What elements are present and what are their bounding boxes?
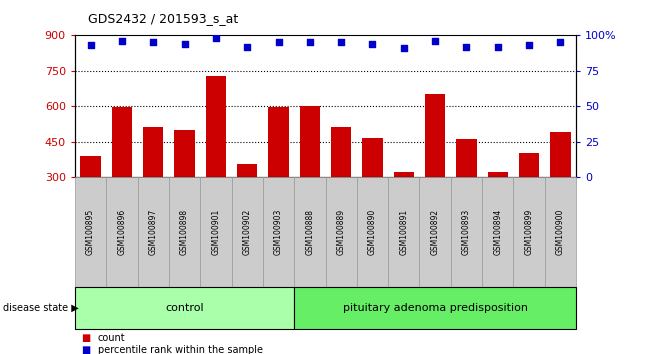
Text: GSM100894: GSM100894 [493, 209, 503, 255]
Text: GSM100903: GSM100903 [274, 209, 283, 255]
Text: GSM100897: GSM100897 [148, 209, 158, 255]
Text: GSM100898: GSM100898 [180, 209, 189, 255]
Bar [425, 95, 445, 248]
Bar [550, 132, 571, 248]
Bar [143, 127, 163, 248]
Point [398, 45, 409, 51]
Text: ■: ■ [81, 333, 90, 343]
Text: GSM100890: GSM100890 [368, 209, 377, 255]
Text: GSM100892: GSM100892 [431, 209, 439, 255]
Bar [456, 139, 477, 248]
Point [273, 40, 284, 45]
Text: GSM100895: GSM100895 [86, 209, 95, 255]
Point [148, 40, 158, 45]
Text: ■: ■ [81, 346, 90, 354]
Text: count: count [98, 333, 125, 343]
Text: GSM100902: GSM100902 [243, 209, 252, 255]
Point [179, 41, 189, 47]
Point [305, 40, 315, 45]
Point [555, 40, 566, 45]
Text: GSM100900: GSM100900 [556, 209, 565, 255]
Point [493, 44, 503, 50]
Bar [112, 107, 132, 248]
Bar [299, 106, 320, 248]
Text: GSM100901: GSM100901 [212, 209, 220, 255]
Bar [268, 107, 288, 248]
Bar [206, 75, 226, 248]
Point [336, 40, 346, 45]
Bar [519, 153, 539, 248]
Point [430, 38, 440, 44]
Text: GSM100893: GSM100893 [462, 209, 471, 255]
Point [462, 44, 472, 50]
Point [211, 35, 221, 41]
Text: GSM100889: GSM100889 [337, 209, 346, 255]
Point [117, 38, 127, 44]
Text: pituitary adenoma predisposition: pituitary adenoma predisposition [342, 303, 528, 313]
Point [524, 42, 534, 48]
Text: GSM100899: GSM100899 [525, 209, 534, 255]
Text: GSM100888: GSM100888 [305, 209, 314, 255]
Text: disease state ▶: disease state ▶ [3, 303, 79, 313]
Point [242, 44, 253, 50]
Text: GSM100891: GSM100891 [399, 209, 408, 255]
Text: GSM100896: GSM100896 [117, 209, 126, 255]
Text: percentile rank within the sample: percentile rank within the sample [98, 346, 262, 354]
Bar [394, 172, 414, 248]
Point [85, 42, 96, 48]
Bar [331, 127, 352, 248]
Bar [80, 156, 101, 248]
Point [367, 41, 378, 47]
Text: GDS2432 / 201593_s_at: GDS2432 / 201593_s_at [88, 12, 238, 25]
Bar [488, 172, 508, 248]
Bar [237, 164, 257, 248]
Bar [363, 138, 383, 248]
Text: control: control [165, 303, 204, 313]
Bar [174, 130, 195, 248]
